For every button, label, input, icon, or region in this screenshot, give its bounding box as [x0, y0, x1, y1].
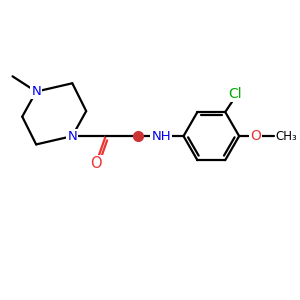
Text: N: N — [68, 130, 77, 142]
Text: N: N — [31, 85, 41, 98]
Text: Cl: Cl — [228, 87, 242, 101]
Text: CH₃: CH₃ — [275, 130, 297, 142]
Text: NH: NH — [152, 130, 171, 142]
Text: O: O — [250, 129, 261, 143]
Text: O: O — [90, 156, 102, 171]
